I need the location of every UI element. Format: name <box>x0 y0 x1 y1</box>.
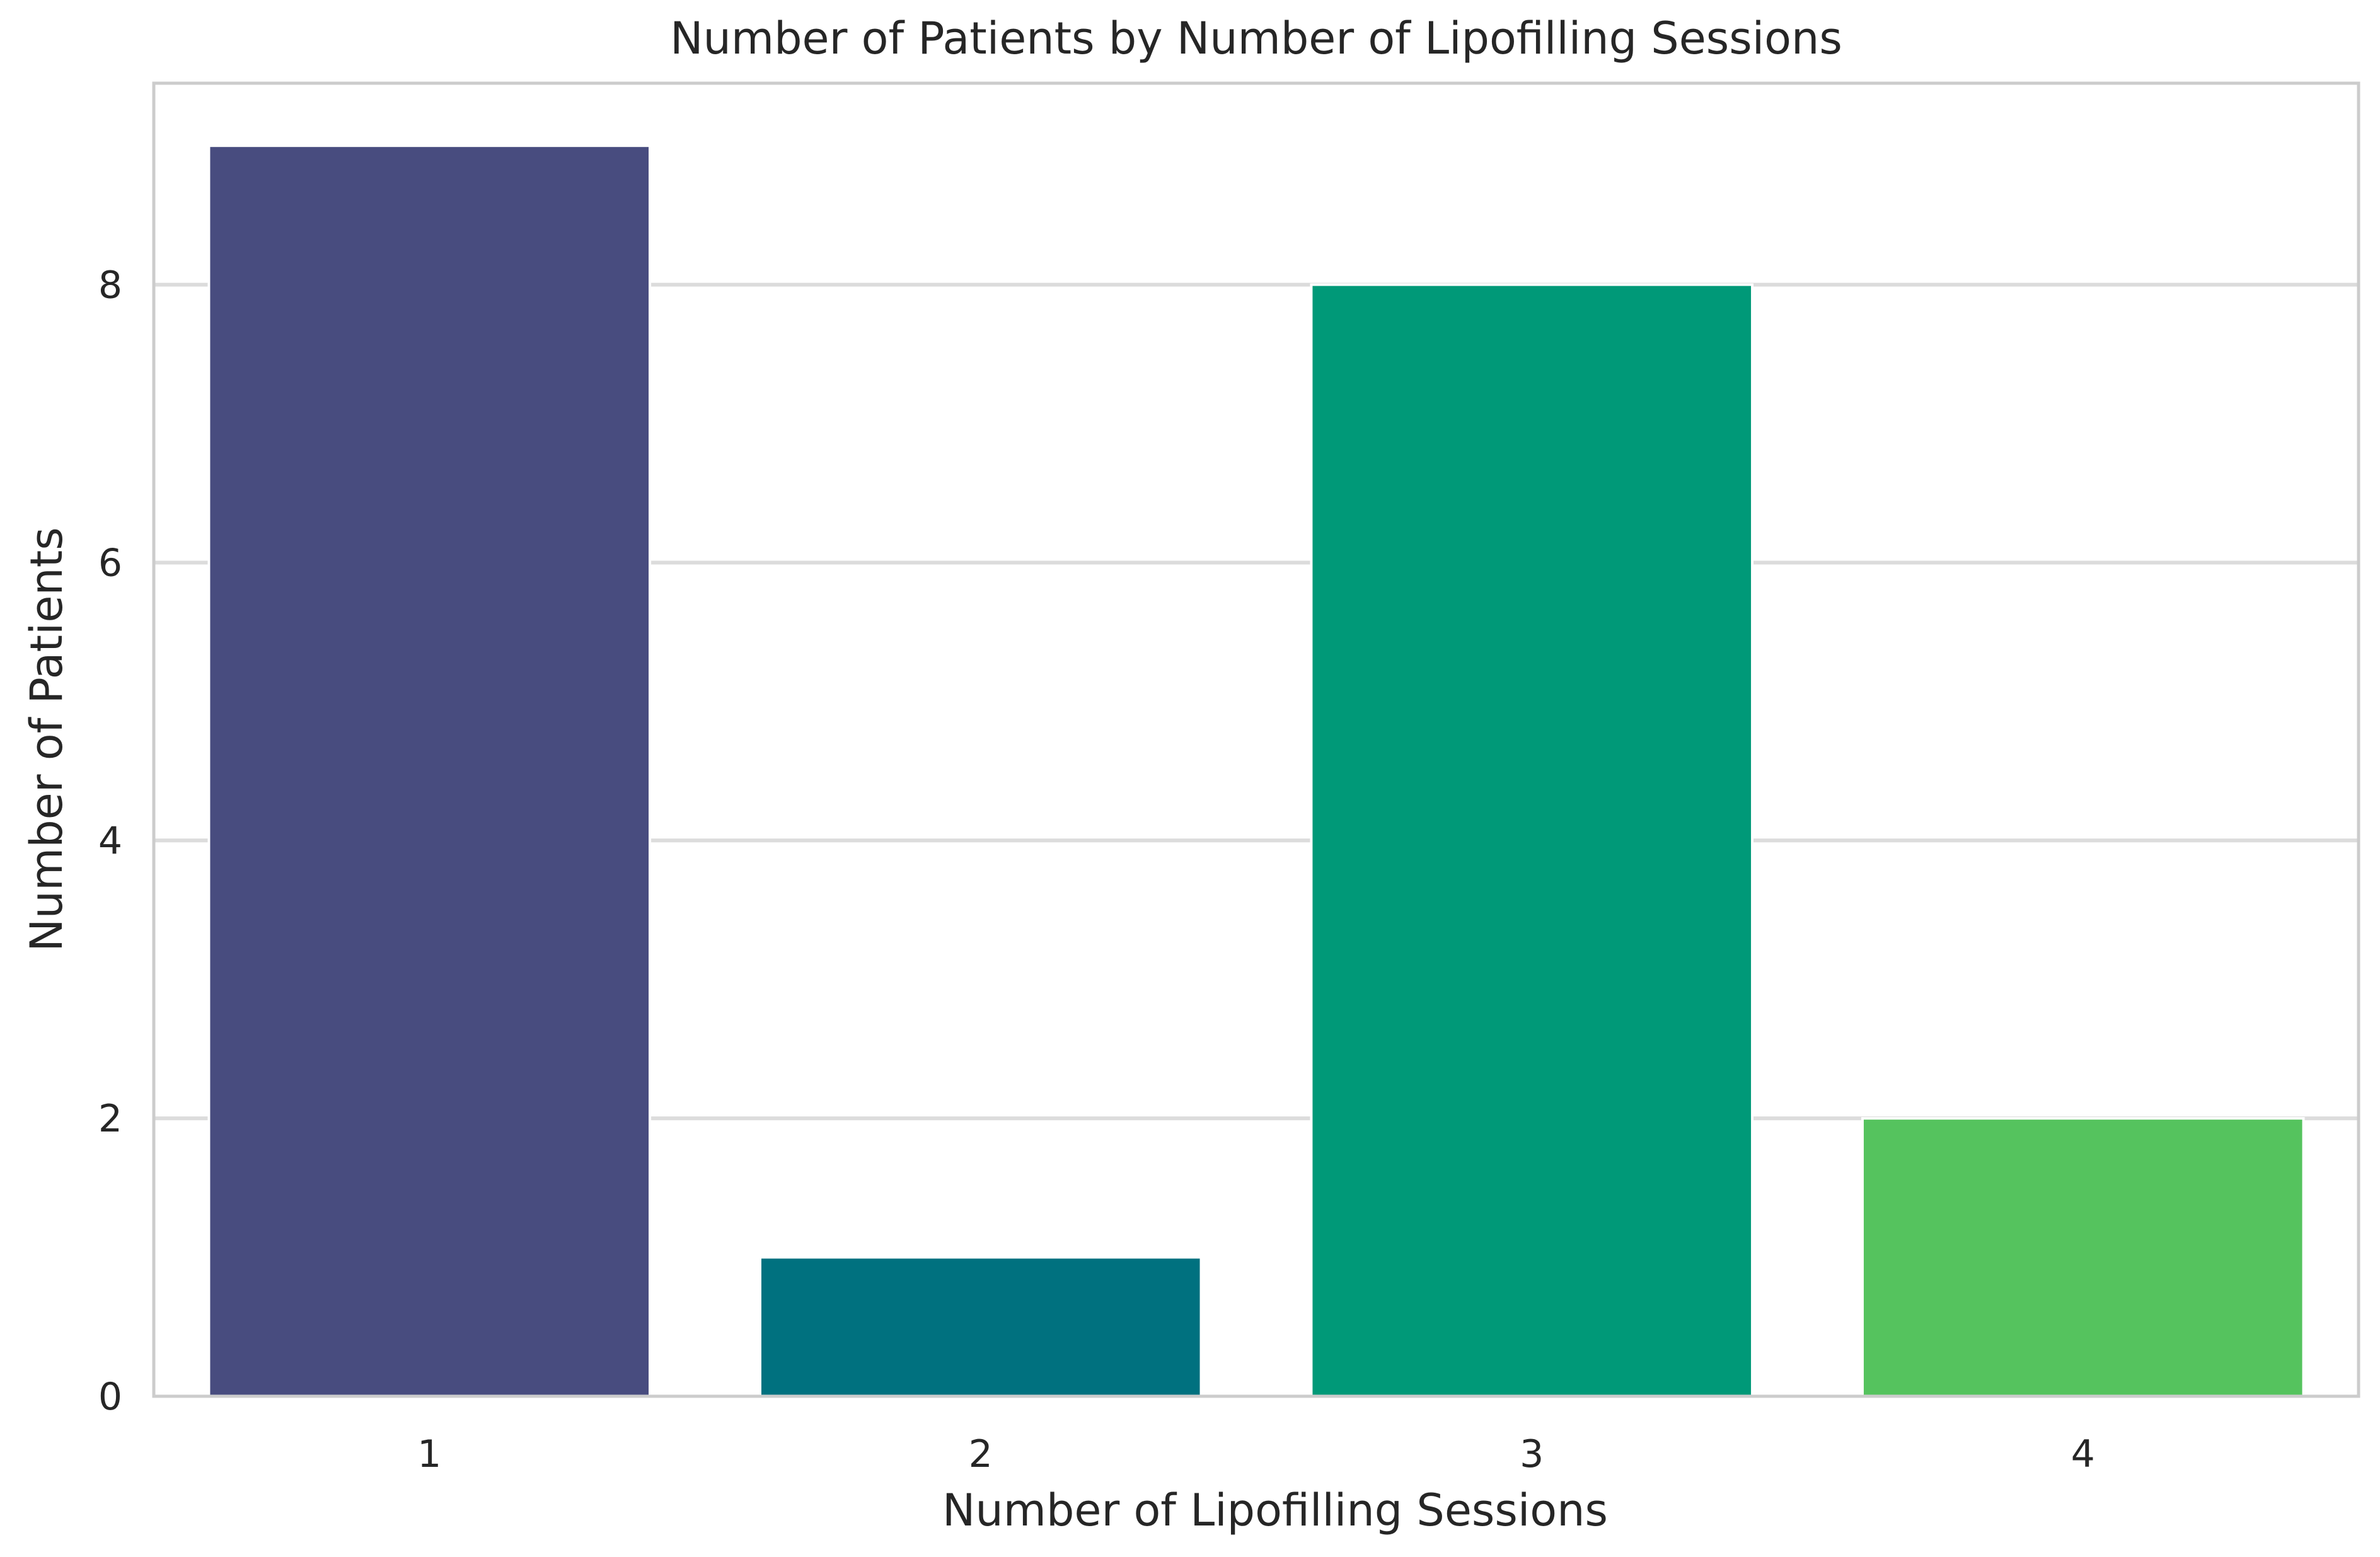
y-axis-label: Number of Patients <box>21 527 72 951</box>
y-tick-label: 4 <box>98 819 122 863</box>
bars <box>207 144 2305 1398</box>
y-tick-label: 2 <box>98 1097 122 1141</box>
y-tick-label: 8 <box>98 263 122 308</box>
bar-1 <box>207 144 652 1398</box>
y-tick-label: 6 <box>98 541 122 585</box>
x-axis-label: Number of Lipofilling Sessions <box>942 1485 1608 1536</box>
x-tick-label: 1 <box>417 1432 441 1476</box>
bar-3 <box>1310 283 1754 1398</box>
y-tick-label: 0 <box>98 1375 122 1419</box>
bar-2 <box>758 1256 1203 1398</box>
bar-4 <box>1861 1117 2305 1398</box>
x-tick-label: 4 <box>2071 1432 2095 1476</box>
x-tick-label: 3 <box>1520 1432 1544 1476</box>
x-tick-label: 2 <box>969 1432 993 1476</box>
y-tick-labels: 0 2 4 6 8 <box>98 263 122 1419</box>
chart-title: Number of Patients by Number of Lipofill… <box>670 13 1842 64</box>
plot-area-frame <box>152 81 2360 1398</box>
x-tick-labels: 1 2 3 4 <box>417 1432 2095 1476</box>
